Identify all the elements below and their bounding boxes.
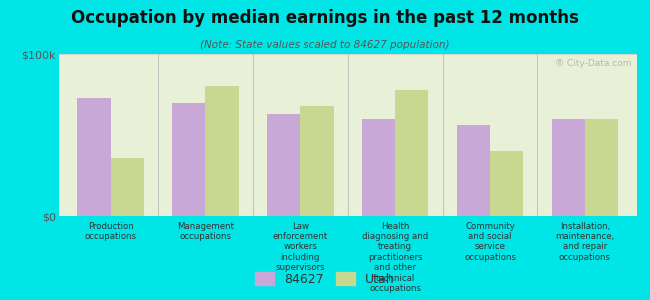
Bar bbox=[267, 114, 300, 216]
Bar bbox=[552, 119, 585, 216]
Bar bbox=[490, 151, 523, 216]
Bar bbox=[172, 103, 205, 216]
Bar bbox=[300, 106, 333, 216]
Bar bbox=[205, 86, 239, 216]
Bar bbox=[395, 90, 428, 216]
Bar bbox=[457, 125, 490, 216]
Text: (Note: State values scaled to 84627 population): (Note: State values scaled to 84627 popu… bbox=[200, 40, 450, 50]
Legend: 84627, Utah: 84627, Utah bbox=[250, 267, 400, 291]
Text: Occupation by median earnings in the past 12 months: Occupation by median earnings in the pas… bbox=[71, 9, 579, 27]
Bar bbox=[111, 158, 144, 216]
Bar bbox=[77, 98, 110, 216]
Bar bbox=[362, 119, 395, 216]
Bar bbox=[585, 119, 618, 216]
Text: ® City-Data.com: ® City-Data.com bbox=[554, 59, 631, 68]
